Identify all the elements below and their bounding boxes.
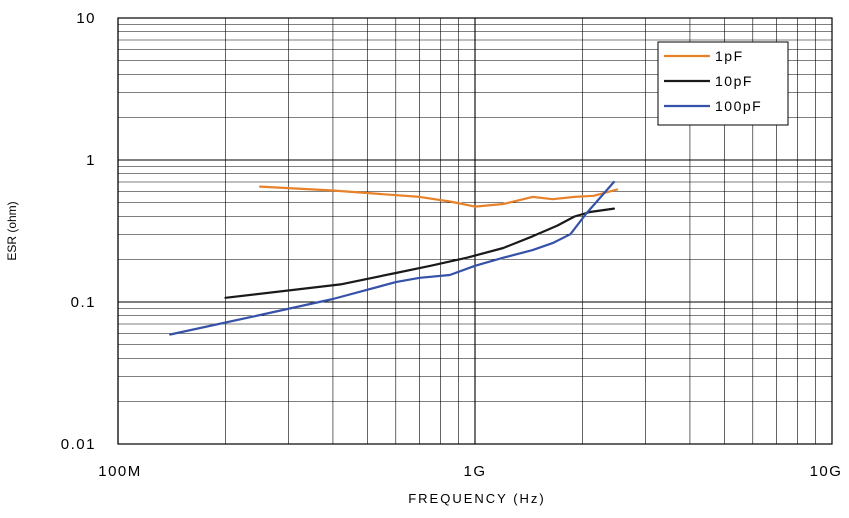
legend-label-100pf: 100pF	[715, 98, 762, 114]
plot-frame	[117, 17, 833, 445]
x-axis-title: FREQUENCY (Hz)	[408, 491, 546, 506]
y-tick-label: 10	[76, 10, 96, 27]
series-line-100pf	[169, 180, 616, 336]
legend-label-1pf: 1pF	[715, 48, 744, 64]
legend: 1pF 10pF 100pF	[657, 41, 789, 126]
y-tick-label: 0.01	[61, 436, 96, 453]
x-tick-label: 10G	[810, 463, 843, 480]
legend-label-10pf: 10pF	[715, 73, 753, 89]
x-tick-label: 1G	[463, 463, 486, 480]
y-tick-labels: 10 1 0.1 0.01	[61, 10, 96, 453]
series-line-10pf	[224, 207, 616, 299]
x-tick-labels: 100M 1G 10G	[98, 463, 843, 480]
y-axis-title: ESR (ohm)	[5, 201, 19, 260]
series-line-1pf	[259, 185, 619, 208]
series-layer	[169, 180, 619, 336]
y-tick-label: 0.1	[71, 294, 96, 311]
x-tick-label: 100M	[98, 463, 142, 480]
y-tick-label: 1	[86, 152, 96, 169]
